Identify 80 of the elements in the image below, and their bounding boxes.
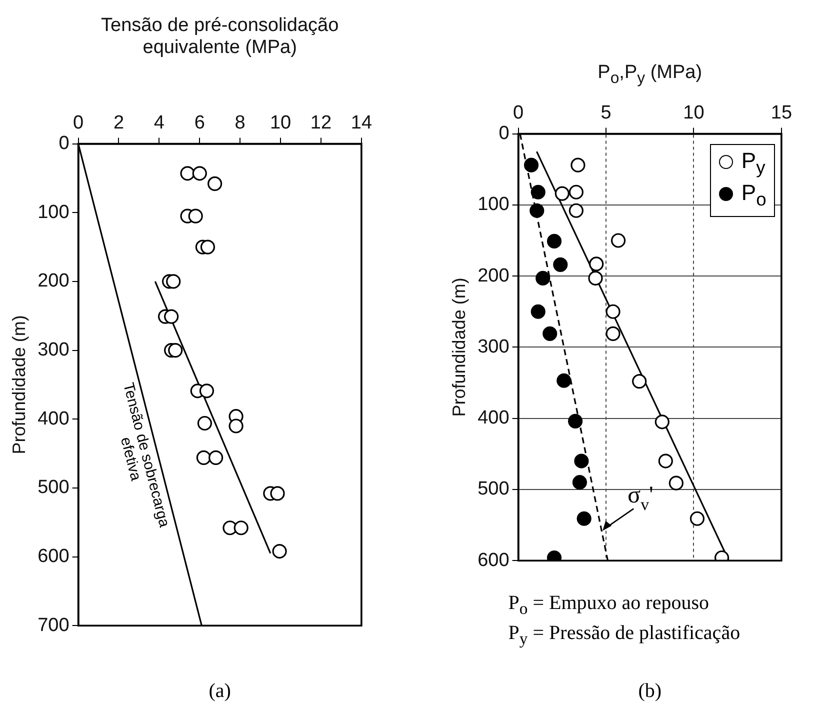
point [536,270,550,286]
point [270,486,285,501]
x-tick-label: 6 [194,112,205,134]
y-tick-label: 500 [478,478,510,500]
point [168,342,183,358]
y-tick-label: 100 [38,202,70,223]
x-tick-label: 0 [73,112,84,134]
point [570,158,586,172]
point [180,166,195,181]
point [606,326,620,341]
x-tick-label: 8 [234,112,246,134]
point [658,454,673,468]
point [197,416,212,431]
point [272,544,287,559]
point [588,270,603,286]
point [572,475,587,490]
y-tick-label: 600 [478,550,510,571]
y-axis-title: Profundidade (m) [8,315,29,454]
point [234,520,248,536]
text: (a) [208,680,232,703]
point [576,511,592,526]
point [690,511,705,526]
point [568,203,584,218]
x-axis-title: P$_{o}$,P$_{y}$ (MPa) [596,62,704,89]
point [654,414,670,430]
point [568,184,584,200]
point [166,274,181,289]
y-tick-label: 300 [478,336,510,358]
point [228,418,244,434]
point [524,158,539,172]
point [546,234,562,249]
x-tick-label: 10 [270,112,292,134]
point [200,240,216,254]
y-tick-label: 200 [38,270,70,292]
point [668,476,684,490]
x-tick-label: 12 [310,112,332,134]
point [530,203,544,218]
y-axis-title: Profundidade (m) [448,278,469,417]
text: Tensão de sobrecarga efetiva [116,380,173,530]
x-tick-label: 5 [600,102,612,124]
point [632,374,647,389]
point [164,309,179,324]
y-tick-label: 700 [38,614,70,636]
point [530,304,546,319]
point [196,450,211,465]
x-tick-label: 2 [113,112,124,134]
point [192,166,207,181]
x-tick-label: 15 [770,102,792,124]
x-axis-title: Tensão de pré-consolidação equivalente (MPa) [100,15,340,59]
point [610,233,626,248]
legend-label: P$_{y}$ [740,148,766,180]
y-tick-label: 0 [58,133,70,154]
y-tick-label: 200 [478,265,510,286]
point [208,450,224,465]
y-tick-label: 600 [38,546,70,568]
point [556,373,572,388]
point [568,414,583,428]
text: P$_{o}$ = Empuxo ao repouso [508,590,710,620]
point [542,326,558,341]
y-tick-label: 500 [38,477,70,498]
point [208,176,222,192]
point [574,454,589,468]
y-tick-label: 400 [478,408,510,429]
y-tick-label: 400 [38,408,70,430]
point [553,257,568,272]
point [589,256,604,272]
point [606,304,620,319]
x-tick-label: 4 [154,112,165,134]
x-tick-label: 10 [683,102,704,124]
point [199,384,214,398]
y-tick-label: 100 [478,194,510,216]
y-tick-label: 300 [38,340,70,361]
x-tick-label: 0 [513,102,524,124]
point [530,184,546,200]
point [188,208,203,224]
text: P$_{y}$ = Pressão de plastificação [508,620,740,650]
legend-label: P$_{o}$ [740,180,766,212]
text: (b) [637,680,663,703]
x-tick-label: 14 [350,112,372,134]
point [554,186,570,201]
